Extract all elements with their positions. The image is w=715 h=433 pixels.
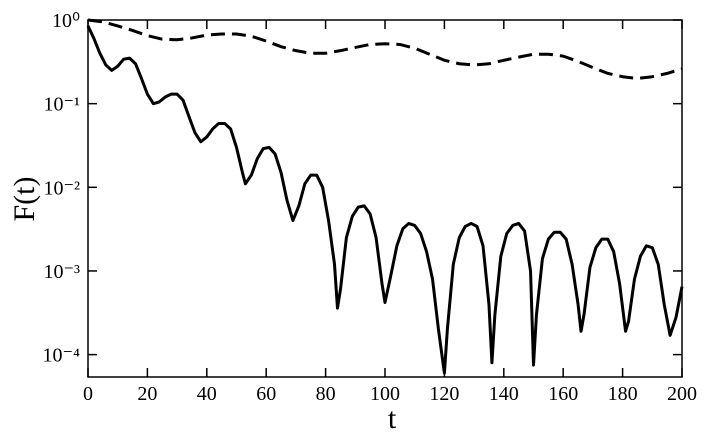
x-tick-label: 200 — [667, 383, 697, 405]
y-tick-label: 10⁻² — [43, 177, 80, 199]
x-tick-label: 160 — [548, 383, 578, 405]
x-tick-label: 60 — [256, 383, 276, 405]
line-series — [86, 25, 684, 375]
x-axis-label: t — [388, 402, 397, 433]
x-tick-label: 80 — [316, 383, 336, 405]
x-tick-label: 180 — [608, 383, 638, 405]
y-tick-label: 10⁻¹ — [43, 94, 80, 116]
y-tick-label: 10⁰ — [52, 10, 80, 32]
x-tick-label: 120 — [429, 383, 459, 405]
x-tick-label: 20 — [137, 383, 157, 405]
line-series — [87, 18, 683, 80]
x-tick-label: 140 — [489, 383, 519, 405]
x-tick-label: 40 — [197, 383, 217, 405]
plot-frame — [87, 19, 683, 378]
x-tick-label: 100 — [370, 383, 400, 405]
y-tick-label: 10⁻⁴ — [42, 345, 80, 367]
y-axis-label: F(t) — [8, 177, 41, 222]
y-tick-label: 10⁻³ — [43, 261, 80, 283]
x-tick-label: 0 — [83, 383, 93, 405]
